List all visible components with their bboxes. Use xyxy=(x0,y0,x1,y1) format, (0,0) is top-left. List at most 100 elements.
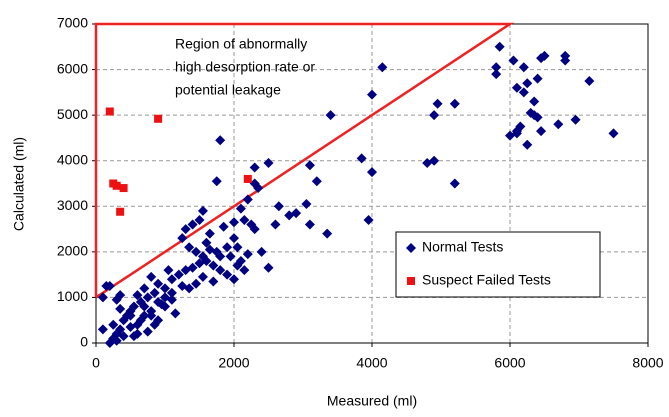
data-point xyxy=(135,315,146,326)
data-point xyxy=(449,178,460,189)
y-tick-label: 7000 xyxy=(57,15,88,31)
data-point xyxy=(139,301,150,312)
data-point xyxy=(204,228,215,239)
data-point xyxy=(218,221,229,232)
data-point xyxy=(166,274,177,285)
y-tick-label: 1000 xyxy=(57,288,88,304)
data-point xyxy=(322,228,333,239)
y-tick-label: 2000 xyxy=(57,243,88,259)
data-point xyxy=(225,251,236,262)
data-point xyxy=(180,265,191,276)
data-point xyxy=(149,287,160,298)
data-point xyxy=(197,271,208,282)
data-point xyxy=(301,199,312,210)
data-point xyxy=(160,292,170,303)
data-point xyxy=(97,292,108,303)
data-point xyxy=(508,55,519,66)
data-point xyxy=(522,139,533,150)
data-point xyxy=(125,310,136,321)
legend-marker xyxy=(406,243,416,253)
data-point xyxy=(132,290,143,301)
data-point xyxy=(256,246,267,257)
data-point xyxy=(377,62,388,73)
x-tick-label: 2000 xyxy=(218,355,249,371)
data-point xyxy=(367,89,377,100)
data-point xyxy=(149,319,160,330)
data-point xyxy=(239,214,250,225)
data-point xyxy=(208,276,219,287)
data-point xyxy=(184,242,195,253)
data-point xyxy=(194,258,205,269)
data-point xyxy=(494,41,505,52)
data-point xyxy=(518,87,529,98)
legend-box xyxy=(395,231,601,298)
data-point xyxy=(215,251,226,262)
data-point xyxy=(173,269,184,280)
data-point xyxy=(325,110,336,121)
legend-label: Normal Tests xyxy=(422,239,503,255)
data-point xyxy=(142,326,153,337)
data-point xyxy=(242,249,253,260)
data-point xyxy=(536,53,547,64)
data-point xyxy=(215,265,226,276)
data-point xyxy=(119,184,128,193)
data-point xyxy=(511,82,522,93)
data-point xyxy=(177,233,188,244)
data-point xyxy=(518,62,529,73)
data-point xyxy=(560,55,571,66)
data-point xyxy=(211,176,222,187)
data-point xyxy=(304,219,315,230)
data-point xyxy=(160,283,170,294)
data-point xyxy=(197,205,208,216)
data-point xyxy=(170,308,181,319)
data-point xyxy=(263,262,274,273)
data-point xyxy=(118,331,129,342)
legend-label: Suspect Failed Tests xyxy=(422,272,551,288)
data-point xyxy=(187,219,198,230)
data-point xyxy=(112,181,121,190)
data-point xyxy=(253,183,264,194)
data-point xyxy=(536,126,547,137)
data-point xyxy=(118,315,129,326)
data-point xyxy=(608,128,619,139)
x-tick-label: 0 xyxy=(92,355,100,371)
data-point xyxy=(142,292,153,303)
x-tick-label: 4000 xyxy=(356,355,387,371)
region-boundary xyxy=(94,22,515,299)
data-point xyxy=(553,119,564,130)
data-point xyxy=(139,283,150,294)
legend-marker xyxy=(407,277,415,285)
data-point xyxy=(429,155,440,166)
data-point xyxy=(263,157,274,168)
data-point xyxy=(449,98,460,109)
data-point xyxy=(229,274,239,285)
data-point xyxy=(584,75,595,86)
data-point xyxy=(116,207,125,216)
data-point xyxy=(146,310,157,321)
data-point xyxy=(249,178,260,189)
data-point xyxy=(304,160,315,171)
data-point xyxy=(154,114,163,123)
data-point xyxy=(311,176,322,187)
y-axis-label: Calculated (ml) xyxy=(11,137,27,231)
data-point xyxy=(235,203,246,214)
y-tick-label: 6000 xyxy=(57,60,88,76)
data-point xyxy=(356,153,367,164)
data-point xyxy=(208,260,219,271)
data-point xyxy=(115,303,126,314)
data-point xyxy=(163,265,174,276)
data-point xyxy=(115,290,126,301)
data-point xyxy=(191,246,202,257)
data-point xyxy=(522,78,533,89)
data-point xyxy=(166,287,177,298)
data-point xyxy=(511,128,522,139)
data-point xyxy=(229,233,239,244)
data-point xyxy=(229,217,239,228)
data-point xyxy=(108,319,119,330)
data-point xyxy=(153,278,164,289)
data-point xyxy=(239,265,250,276)
annotation: high desorption rate or xyxy=(175,59,315,75)
data-point xyxy=(146,271,157,282)
